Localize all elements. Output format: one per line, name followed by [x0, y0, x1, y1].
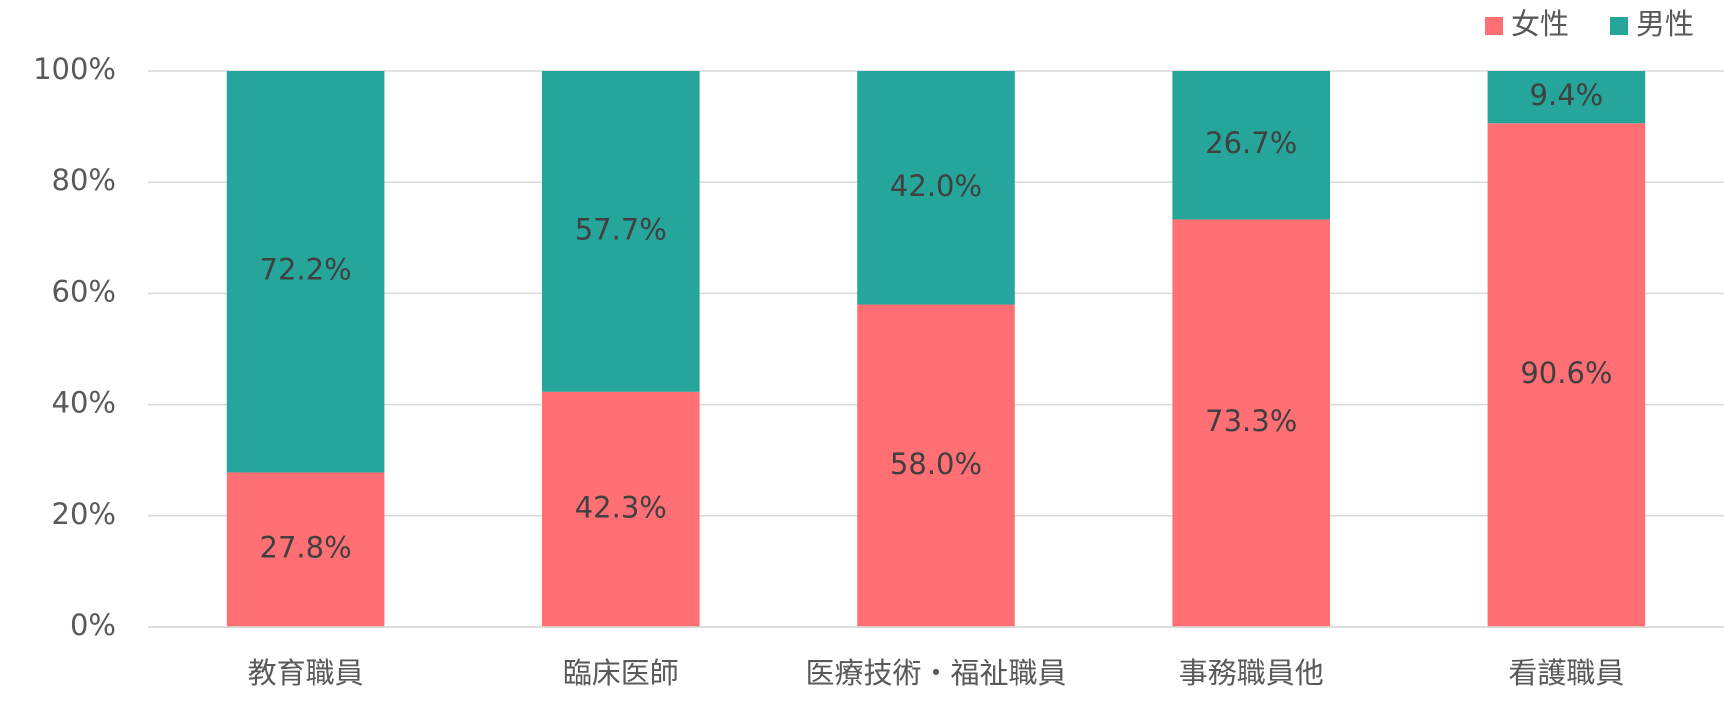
bar-segment	[1172, 71, 1330, 220]
bar-segment	[1487, 123, 1646, 627]
data-label: 9.4%	[1530, 78, 1604, 112]
bar-segment	[542, 71, 700, 392]
x-tick-label: 教育職員	[248, 656, 364, 690]
data-label: 27.8%	[260, 531, 352, 565]
bar-segment	[1172, 219, 1330, 627]
x-tick-label: 看護職員	[1508, 656, 1624, 690]
x-tick-label: 医療技術・福祉職員	[805, 656, 1066, 690]
data-label: 42.0%	[890, 169, 982, 203]
x-tick-label: 臨床医師	[563, 656, 679, 690]
bar-segment	[226, 71, 385, 473]
x-tick-label: 事務職員他	[1179, 656, 1324, 690]
bar-segment	[857, 71, 1015, 305]
data-label: 72.2%	[260, 253, 352, 287]
legend-swatch	[1485, 17, 1503, 35]
data-label: 42.3%	[575, 490, 667, 524]
y-tick-label: 40%	[52, 386, 116, 420]
data-label: 57.7%	[575, 212, 667, 246]
data-label: 73.3%	[1205, 404, 1297, 438]
data-label: 90.6%	[1520, 356, 1612, 390]
bar-segment	[542, 391, 700, 627]
y-tick-label: 80%	[52, 163, 116, 197]
legend-label: 男性	[1636, 7, 1694, 41]
y-tick-label: 60%	[52, 274, 116, 308]
legend-swatch	[1610, 17, 1628, 35]
y-tick-label: 100%	[33, 52, 116, 86]
data-label: 58.0%	[890, 447, 982, 481]
data-label: 26.7%	[1205, 126, 1297, 160]
legend-label: 女性	[1511, 7, 1569, 41]
y-tick-label: 20%	[52, 497, 116, 531]
bar-segment	[226, 472, 385, 627]
bar-segment	[1487, 71, 1646, 124]
y-tick-label: 0%	[70, 608, 116, 642]
bar-segment	[857, 304, 1015, 627]
